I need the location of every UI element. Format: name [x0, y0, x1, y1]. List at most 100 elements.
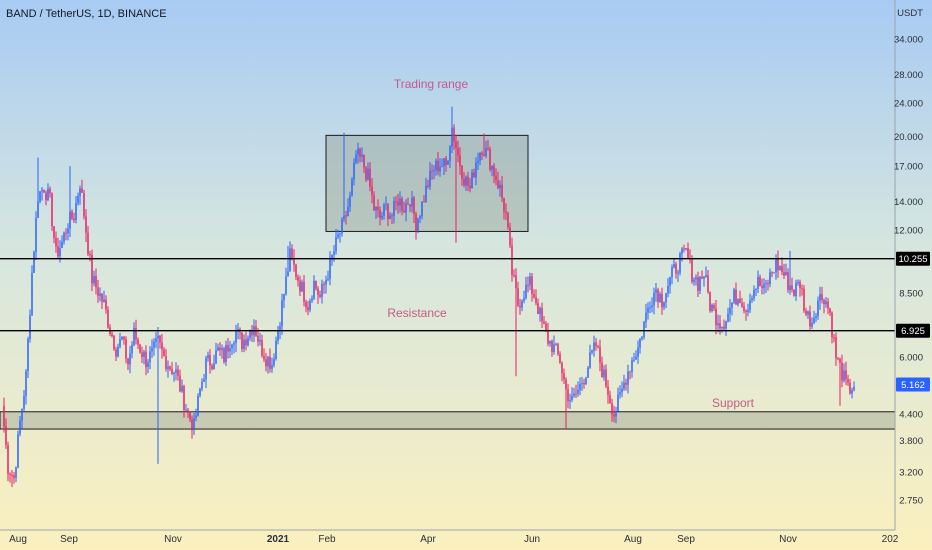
- candle: [527, 276, 529, 293]
- candle: [185, 403, 187, 411]
- candle: [143, 349, 145, 365]
- candle: [89, 250, 91, 262]
- candle: [247, 335, 249, 347]
- candle: [231, 343, 233, 356]
- candle: [745, 309, 747, 321]
- candle: [747, 303, 749, 317]
- candle: [327, 270, 329, 282]
- candle: [139, 343, 141, 354]
- candle: [611, 398, 613, 422]
- candle: [319, 290, 321, 299]
- candle: [417, 217, 419, 234]
- candle: [709, 291, 711, 313]
- candle: [357, 142, 359, 164]
- candle: [469, 177, 471, 193]
- x-tick-label: 202: [882, 534, 899, 545]
- candle: [351, 177, 353, 197]
- candle: [177, 365, 179, 381]
- candle: [13, 472, 15, 484]
- candle: [575, 384, 577, 399]
- candle: [403, 201, 405, 213]
- candle: [171, 361, 173, 376]
- candle: [135, 319, 137, 345]
- y-tick-label: 17.000: [894, 162, 923, 173]
- candle: [573, 387, 575, 398]
- candle: [521, 299, 523, 312]
- candle: [671, 264, 673, 285]
- candle: [269, 348, 271, 373]
- y-tick-label: 8.500: [899, 289, 923, 300]
- candle: [43, 189, 45, 193]
- candle: [385, 196, 387, 211]
- candle: [155, 331, 157, 349]
- candle: [53, 226, 55, 244]
- candle: [169, 365, 171, 371]
- candle: [591, 349, 593, 355]
- candle: [669, 276, 671, 294]
- candle: [97, 279, 99, 303]
- candle: [309, 298, 311, 313]
- candle: [289, 241, 291, 272]
- candle: [251, 324, 253, 342]
- candle: [297, 274, 299, 287]
- candle: [303, 275, 305, 307]
- candle: [503, 197, 505, 220]
- candle: [657, 287, 659, 308]
- candle: [103, 290, 105, 303]
- candle: [57, 237, 59, 260]
- candle: [539, 306, 541, 322]
- candle: [475, 157, 477, 186]
- candle: [641, 335, 643, 341]
- candle: [207, 351, 209, 362]
- candle: [159, 334, 161, 349]
- candle: [361, 147, 363, 163]
- candle: [47, 183, 49, 202]
- candle: [241, 332, 243, 353]
- x-tick-label: Sep: [677, 534, 695, 545]
- candle: [695, 274, 697, 286]
- candle: [157, 327, 159, 464]
- candle: [383, 202, 385, 220]
- candle: [821, 286, 823, 304]
- candle: [425, 177, 427, 203]
- candle: [395, 195, 397, 211]
- candle: [203, 373, 205, 382]
- candle: [489, 146, 491, 172]
- candle: [137, 337, 139, 349]
- candle: [35, 211, 37, 260]
- candle: [765, 279, 767, 293]
- y-tick-label: 3.800: [899, 436, 923, 447]
- candle: [517, 281, 519, 307]
- price-axis[interactable]: 34.000 28.000 24.000 20.000 17.000 14.000 12.0…: [894, 8, 923, 507]
- candle: [229, 341, 231, 358]
- candle: [401, 196, 403, 216]
- candle: [329, 251, 331, 286]
- candle: [217, 343, 219, 352]
- candle: [595, 337, 597, 351]
- candle: [439, 158, 441, 177]
- candle: [245, 331, 247, 351]
- candle: [665, 292, 667, 309]
- candle: [535, 289, 537, 306]
- candle: [433, 165, 435, 180]
- price-labels-layer: 10.255 6.925 5.162: [896, 251, 930, 392]
- resistance-annotation: Resistance: [387, 306, 447, 320]
- candle: [633, 352, 635, 362]
- time-axis[interactable]: Aug Sep Nov 2021 Feb Apr Jun Aug Sep Nov 202: [9, 534, 899, 545]
- candle: [605, 364, 607, 389]
- candle: [315, 280, 317, 291]
- candle: [123, 335, 125, 345]
- candle: [691, 255, 693, 284]
- candle: [55, 231, 57, 253]
- candle: [613, 405, 615, 423]
- candle: [293, 249, 295, 272]
- y-tick-label: 34.000: [894, 35, 923, 46]
- candle: [129, 346, 131, 374]
- candle: [637, 340, 639, 364]
- candle: [579, 377, 581, 396]
- candle: [33, 250, 35, 273]
- candle: [673, 258, 675, 269]
- candle: [227, 337, 229, 359]
